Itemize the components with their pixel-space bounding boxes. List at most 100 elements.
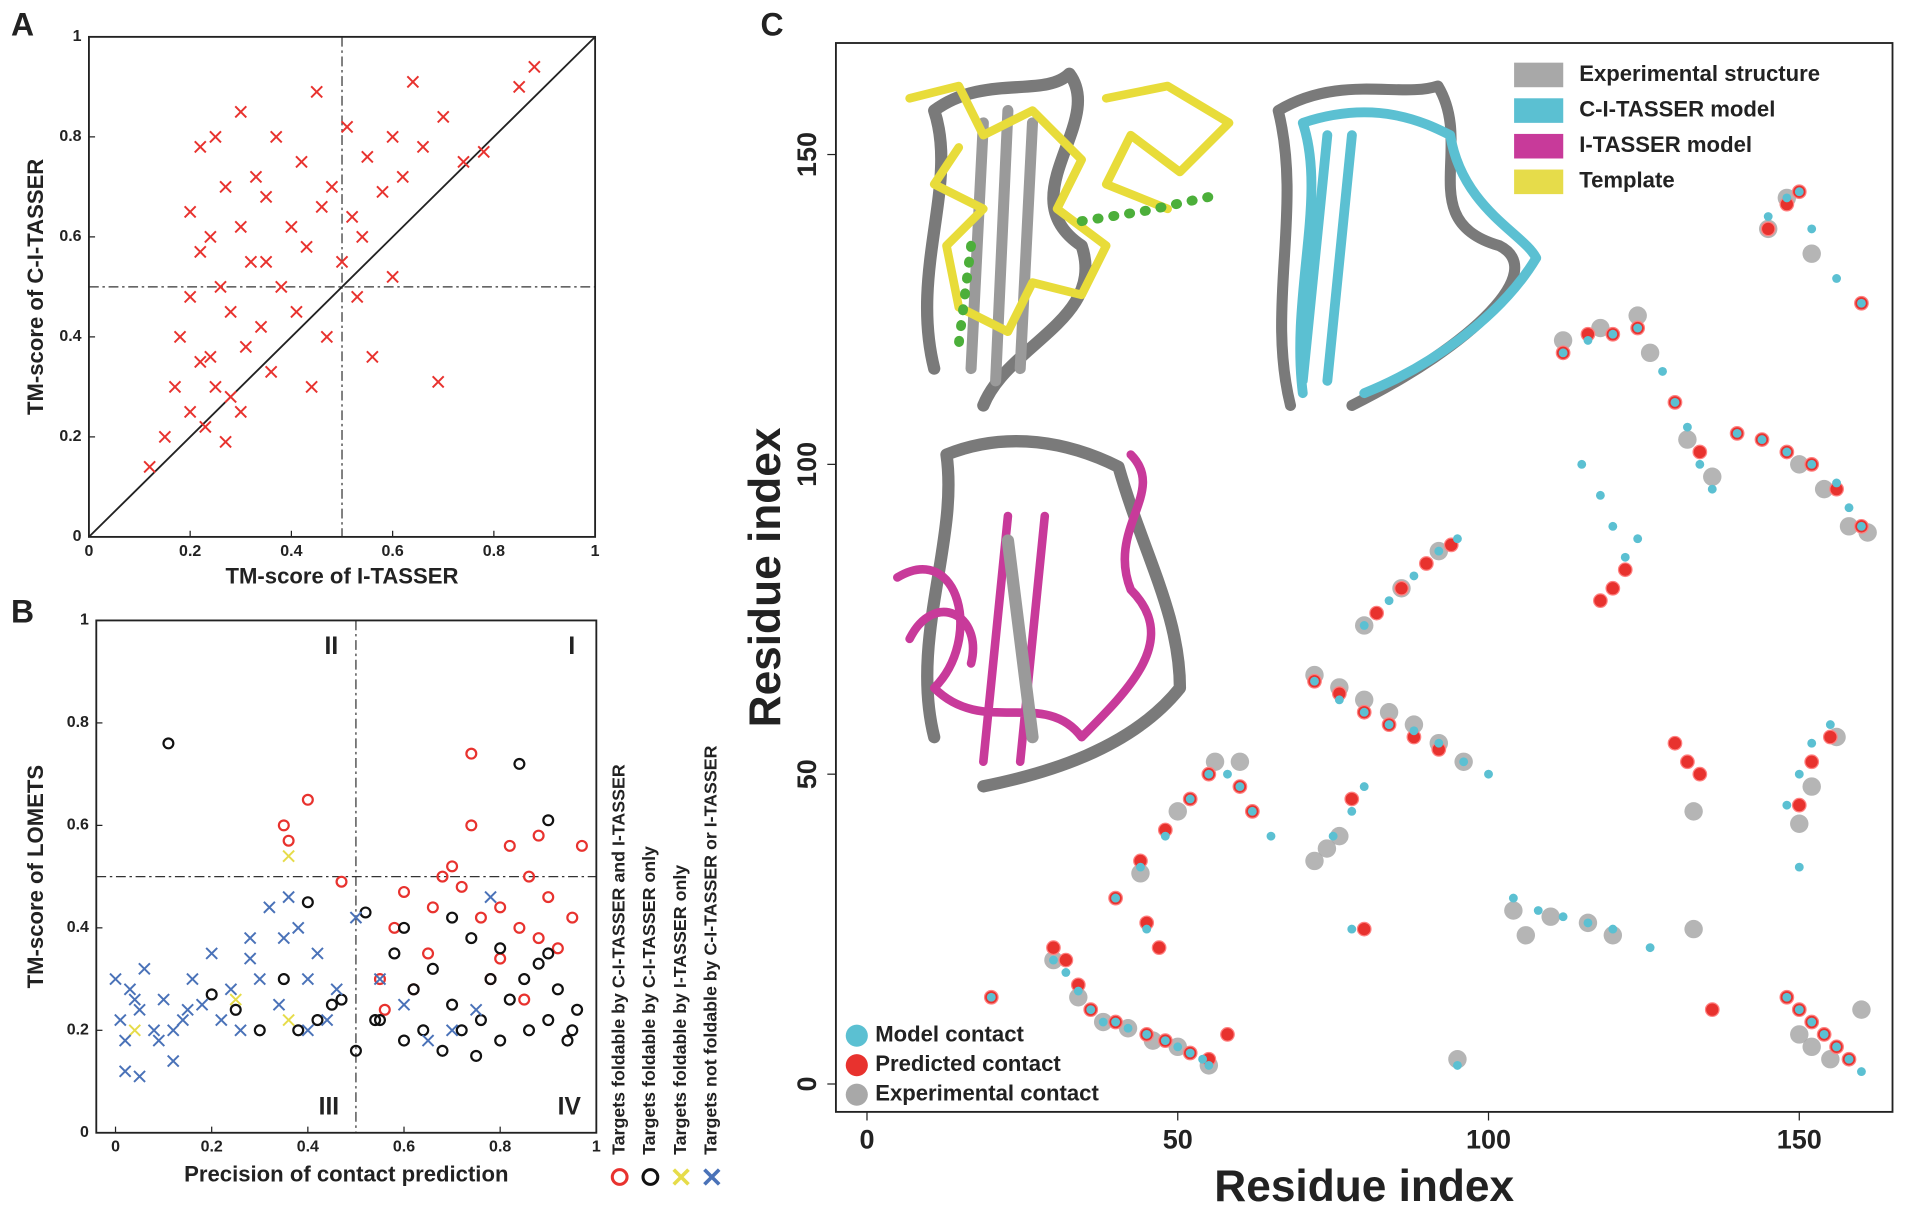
point [205,988,218,1001]
point [1852,1000,1871,1019]
point [1359,707,1369,717]
point [114,1013,127,1027]
point [301,1024,315,1037]
point [470,1049,483,1062]
point [1205,752,1225,771]
x-tick-label: 1 [591,543,600,560]
point [1782,800,1792,810]
point [1204,769,1214,779]
point [183,405,197,419]
point [1605,580,1621,596]
point [1695,459,1705,469]
y-tick-label: 0 [80,1124,89,1141]
point [359,906,372,919]
point [292,1024,305,1037]
point [259,255,273,269]
point [215,1013,228,1027]
point [575,839,588,852]
point [325,180,339,194]
point [426,962,439,975]
point [166,1024,180,1037]
point [542,891,555,904]
quadrant-label: II [325,633,339,660]
point [1131,864,1150,883]
point [986,992,996,1002]
point [1247,806,1257,816]
x-tick-label: 0.2 [179,543,201,560]
point [474,911,487,924]
point [1142,924,1152,934]
x-tick-label: 50 [1163,1125,1193,1155]
point [1583,918,1593,928]
point [446,860,459,873]
structure-legend-label: Template [1579,168,1674,193]
point [484,973,497,986]
point [1608,924,1618,934]
legend-marker [672,1168,690,1186]
point [1310,676,1319,686]
point [1516,926,1536,945]
point [431,375,445,389]
point [1839,517,1859,536]
point [320,330,334,344]
point [1832,274,1841,283]
point [369,1014,382,1027]
point [1790,455,1809,474]
point [1098,1017,1108,1027]
point [209,130,222,144]
point [1533,906,1543,915]
point [494,952,507,965]
point [1061,968,1071,977]
x-axis-label: TM-score of I-TASSER [226,563,459,588]
point [1667,735,1683,751]
quadrant-label: IV [558,1094,582,1121]
point [277,931,291,945]
point [1591,318,1610,338]
point [1577,459,1587,469]
point [397,1034,411,1047]
y-tick-label: 50 [792,759,822,789]
point [282,849,295,863]
point [513,921,526,934]
point [205,947,218,960]
point [1844,503,1854,513]
point [168,380,182,394]
y-tick-label: 1 [73,28,82,45]
point [1593,593,1608,609]
legend-marker [845,1054,868,1077]
point [1682,422,1692,432]
point [1394,580,1409,596]
point [138,962,151,976]
point [566,911,579,924]
x-tick-label: 0.8 [483,543,505,560]
point [484,890,497,904]
point [406,75,420,89]
point [1633,534,1643,544]
point [1617,562,1633,578]
y-tick-label: 0.4 [67,919,89,936]
point [290,305,303,319]
point [386,130,399,144]
y-tick-label: 0.4 [59,328,81,345]
point [1802,1037,1821,1057]
point [1684,919,1703,939]
point [1541,907,1560,926]
point [388,947,401,960]
point [1220,1027,1235,1042]
point [229,993,242,1006]
x-tick-label: 0.8 [489,1139,511,1156]
point [446,911,459,924]
point [1173,1042,1183,1052]
point [1703,467,1722,486]
point [1794,862,1804,872]
point [183,290,197,304]
point [1230,752,1250,771]
point [1680,754,1695,770]
point [277,973,290,986]
legend-label: Experimental contact [875,1081,1099,1106]
point [1791,797,1807,813]
point [1347,806,1357,816]
point [373,1014,386,1027]
panel-label: C [760,6,783,42]
point [315,200,328,214]
